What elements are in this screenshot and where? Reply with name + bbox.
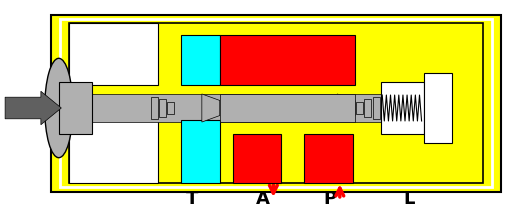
Text: A: A bbox=[256, 191, 270, 208]
Bar bbox=[181, 35, 220, 85]
Text: T: T bbox=[185, 191, 198, 208]
Bar bbox=[69, 23, 483, 183]
Bar bbox=[181, 120, 220, 183]
Text: L: L bbox=[403, 191, 414, 208]
Bar bbox=[304, 134, 353, 183]
Polygon shape bbox=[202, 94, 220, 122]
Bar bbox=[69, 120, 158, 183]
Bar bbox=[356, 102, 363, 114]
Bar bbox=[51, 15, 501, 192]
Bar bbox=[79, 94, 429, 122]
Bar bbox=[220, 35, 355, 85]
Ellipse shape bbox=[45, 58, 73, 158]
Bar bbox=[60, 19, 492, 187]
Bar bbox=[159, 99, 166, 117]
FancyArrow shape bbox=[5, 91, 61, 125]
Bar bbox=[364, 99, 371, 117]
Bar bbox=[381, 82, 424, 134]
Polygon shape bbox=[337, 94, 355, 122]
Bar bbox=[373, 97, 380, 119]
Bar bbox=[151, 97, 158, 119]
Bar bbox=[59, 82, 92, 134]
Bar bbox=[220, 94, 355, 122]
Text: P: P bbox=[323, 191, 336, 208]
Bar bbox=[233, 134, 281, 183]
Bar bbox=[424, 73, 452, 143]
Bar bbox=[167, 102, 174, 114]
Bar bbox=[69, 23, 158, 85]
